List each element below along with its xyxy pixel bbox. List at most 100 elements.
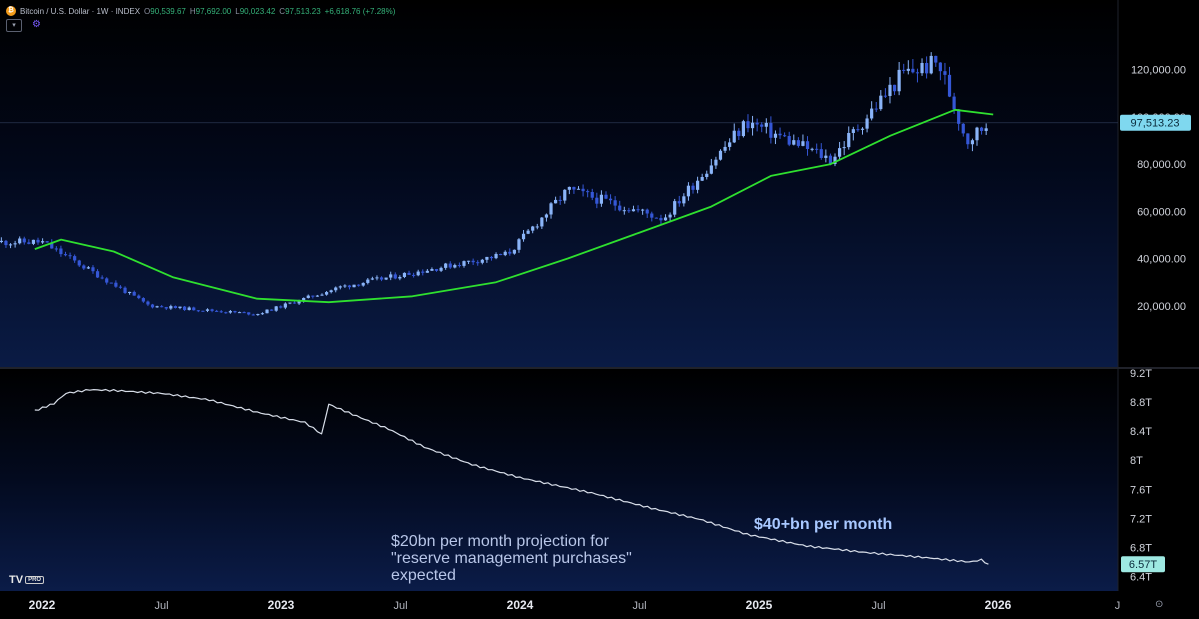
- candle-body: [146, 301, 150, 305]
- candle-body: [297, 301, 301, 304]
- candle: [613, 196, 617, 211]
- candle: [604, 191, 608, 200]
- candle: [911, 59, 915, 74]
- candle: [237, 311, 242, 314]
- candle-body: [975, 127, 979, 141]
- candle-body: [27, 242, 31, 244]
- candle: [457, 262, 462, 268]
- candle: [247, 312, 251, 316]
- candle-body: [457, 265, 462, 267]
- candle: [805, 136, 810, 156]
- candle-body: [215, 310, 219, 312]
- candle-body: [320, 294, 324, 296]
- candle: [695, 176, 700, 194]
- candle-body: [315, 295, 320, 297]
- candle-body: [627, 210, 631, 212]
- candle: [384, 277, 388, 281]
- candle-body: [783, 135, 787, 137]
- candle-body: [608, 198, 613, 201]
- candle-body: [128, 291, 132, 293]
- candle-body: [412, 274, 416, 276]
- candle-body: [114, 282, 118, 287]
- candle: [760, 122, 764, 133]
- candle: [503, 250, 507, 257]
- candle: [563, 189, 567, 204]
- candle-body: [494, 253, 498, 259]
- candle-body: [911, 68, 915, 73]
- candle-body: [105, 278, 109, 283]
- current-price-badge: [1120, 114, 1191, 131]
- candle: [265, 309, 269, 314]
- candle-body: [54, 248, 58, 250]
- candle: [824, 149, 828, 163]
- candle-body: [357, 284, 361, 286]
- gear-icon[interactable]: ⚙: [32, 19, 41, 30]
- candle: [347, 284, 352, 290]
- candle-body: [769, 122, 773, 138]
- candle: [27, 239, 31, 245]
- candle-body: [306, 295, 310, 298]
- symbol-legend[interactable]: ₿ Bitcoin / U.S. Dollar · 1W · INDEX O90…: [6, 4, 395, 18]
- liquidity-tick-label: 7.2T: [1130, 513, 1152, 525]
- candle-body: [36, 239, 40, 243]
- candle: [274, 305, 278, 312]
- candle-body: [205, 309, 210, 311]
- candle: [164, 306, 168, 311]
- logo-text: TV: [9, 574, 24, 586]
- tradingview-logo[interactable]: TV PRO: [9, 574, 45, 586]
- candle: [466, 260, 471, 265]
- candle-body: [581, 188, 585, 192]
- candle-body: [622, 210, 626, 212]
- candle: [86, 266, 90, 270]
- candle: [187, 306, 191, 311]
- candle-body: [430, 269, 434, 271]
- settings-icon[interactable]: ⊙: [1155, 599, 1164, 610]
- candle-body: [434, 269, 439, 271]
- candle: [558, 195, 562, 205]
- candle-body: [906, 68, 910, 71]
- candle-body: [517, 239, 521, 250]
- chevron-down-icon[interactable]: ▾: [6, 19, 22, 32]
- candle-body: [256, 314, 260, 316]
- candle: [389, 271, 393, 281]
- candle-body: [237, 312, 242, 314]
- candle-body: [389, 274, 393, 278]
- candle-body: [45, 241, 49, 243]
- candle-body: [169, 306, 173, 309]
- candle: [357, 284, 361, 287]
- candle: [883, 88, 887, 98]
- candle: [892, 84, 897, 96]
- candle: [709, 158, 713, 175]
- candle: [251, 313, 255, 316]
- candle-body: [361, 282, 365, 286]
- candle: [228, 310, 232, 314]
- candle-body: [892, 84, 897, 92]
- candle-body: [732, 130, 736, 143]
- candle: [929, 52, 933, 75]
- candle: [705, 170, 709, 180]
- candle-body: [283, 303, 287, 308]
- liquidity-tick-label: 8T: [1130, 455, 1143, 467]
- annotation-40bn-line: $40+bn per month: [754, 516, 892, 533]
- candle-body: [828, 155, 833, 165]
- time-tick-label: 2025: [746, 598, 773, 612]
- candle-body: [613, 200, 617, 206]
- annotation-20bn-line: "reserve management purchases": [391, 550, 632, 567]
- candle-body: [187, 307, 191, 310]
- candle-body: [531, 226, 535, 231]
- candle: [682, 193, 686, 207]
- price-axis-bg: [1118, 0, 1199, 591]
- candle-body: [673, 201, 677, 215]
- candle: [109, 282, 113, 284]
- candle: [783, 132, 787, 138]
- candle: [480, 258, 484, 265]
- candle-body: [260, 313, 265, 315]
- candle-body: [746, 121, 750, 129]
- candle-body: [824, 155, 828, 158]
- candle: [476, 260, 480, 266]
- candle-body: [695, 180, 700, 190]
- candle-body: [952, 96, 956, 110]
- candle: [966, 133, 970, 149]
- candle: [796, 137, 800, 148]
